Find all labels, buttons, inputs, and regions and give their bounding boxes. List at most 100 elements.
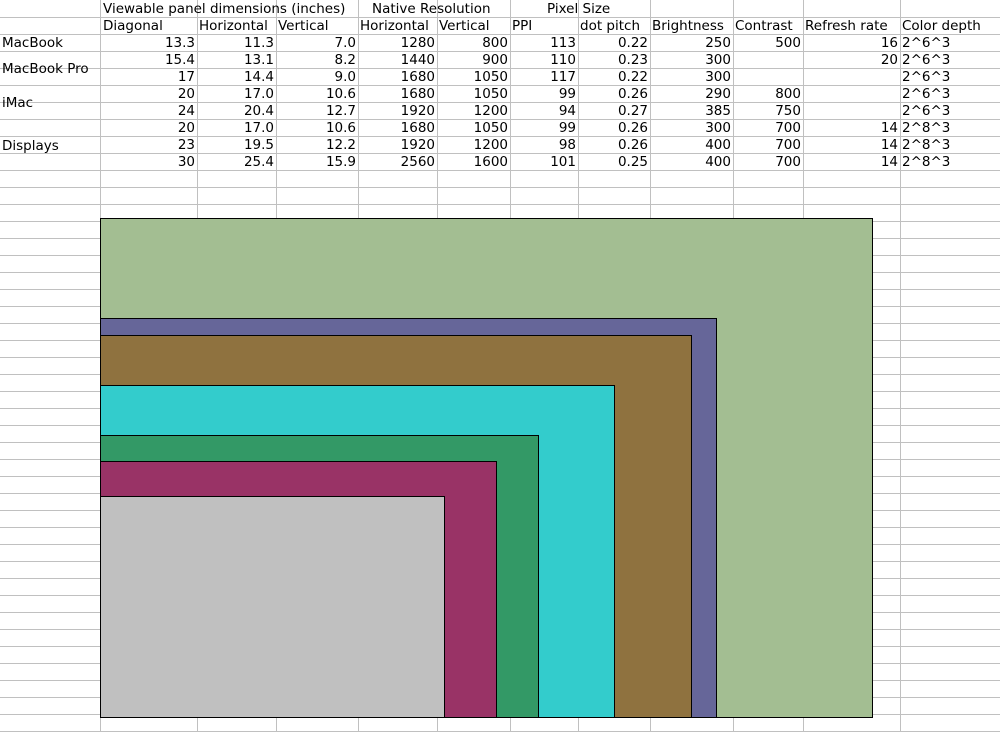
cell-horizontal[interactable]: 17.0 [243, 120, 274, 136]
cell-vertical[interactable]: 8.2 [334, 52, 356, 68]
header-contrast[interactable]: Contrast [735, 18, 793, 34]
cell-horizontal[interactable]: 17.0 [243, 86, 274, 102]
header-res-horizontal[interactable]: Horizontal [360, 18, 429, 34]
cell-ppi[interactable]: 101 [550, 154, 576, 170]
cell-refresh-rate[interactable] [803, 86, 900, 103]
cell-brightness[interactable]: 300 [705, 69, 731, 85]
cell-refresh-rate[interactable]: 14 [880, 154, 898, 170]
cell-ppi[interactable]: 117 [550, 69, 576, 85]
cell-brightness[interactable]: 300 [705, 120, 731, 136]
header-vertical[interactable]: Vertical [278, 18, 329, 34]
cell-color-depth[interactable]: 2^6^3 [902, 52, 951, 68]
cell-contrast[interactable] [733, 69, 803, 86]
header-horizontal[interactable]: Horizontal [199, 18, 268, 34]
cell-vertical[interactable]: 12.2 [325, 137, 356, 153]
cell-res-vertical[interactable]: 1050 [473, 120, 508, 136]
cell-horizontal[interactable]: 20.4 [243, 103, 274, 119]
row-label-displays[interactable]: Displays [2, 138, 59, 154]
cell-brightness[interactable]: 290 [705, 86, 731, 102]
cell-res-horizontal[interactable]: 1440 [400, 52, 435, 68]
cell-vertical[interactable]: 12.7 [325, 103, 356, 119]
cell-dot-pitch[interactable]: 0.26 [617, 137, 648, 153]
cell-diagonal[interactable]: 13.3 [164, 35, 195, 51]
header-diagonal[interactable]: Diagonal [103, 18, 163, 34]
cell-color-depth[interactable]: 2^8^3 [902, 154, 951, 170]
cell-brightness[interactable]: 385 [705, 103, 731, 119]
cell-brightness[interactable]: 250 [705, 35, 731, 51]
cell-dot-pitch[interactable]: 0.23 [617, 52, 648, 68]
cell-refresh-rate[interactable] [803, 103, 900, 120]
cell-contrast[interactable]: 500 [775, 35, 801, 51]
cell-ppi[interactable]: 94 [558, 103, 576, 119]
cell-res-vertical[interactable]: 1600 [473, 154, 508, 170]
row-label-imac[interactable]: iMac [2, 95, 34, 111]
cell-ppi[interactable]: 99 [558, 120, 576, 136]
cell-res-horizontal[interactable]: 1920 [400, 137, 435, 153]
cell-vertical[interactable]: 15.9 [325, 154, 356, 170]
display-rect-13in[interactable] [100, 496, 445, 718]
cell-brightness[interactable]: 400 [705, 137, 731, 153]
cell-horizontal[interactable]: 11.3 [243, 35, 274, 51]
header-native-resolution[interactable]: Native Resolution [372, 1, 491, 17]
cell-refresh-rate[interactable] [803, 69, 900, 86]
cell-diagonal[interactable]: 20 [177, 120, 195, 136]
cell-dot-pitch[interactable]: 0.22 [617, 35, 648, 51]
cell-diagonal[interactable]: 17 [177, 69, 195, 85]
header-color-depth[interactable]: Color depth [902, 18, 981, 34]
cell-horizontal[interactable]: 13.1 [243, 52, 274, 68]
cell-contrast[interactable]: 700 [775, 137, 801, 153]
header-viewable-dimensions[interactable]: Viewable panel dimensions (inches) [103, 1, 346, 17]
cell-res-horizontal[interactable]: 1680 [400, 120, 435, 136]
cell-color-depth[interactable]: 2^6^3 [902, 86, 951, 102]
header-ppi[interactable]: PPI [512, 18, 533, 34]
cell-res-horizontal[interactable]: 1680 [400, 86, 435, 102]
cell-contrast[interactable]: 750 [775, 103, 801, 119]
cell-refresh-rate[interactable]: 14 [880, 137, 898, 153]
cell-ppi[interactable]: 99 [558, 86, 576, 102]
cell-diagonal[interactable]: 15.4 [164, 52, 195, 68]
cell-diagonal[interactable]: 20 [177, 86, 195, 102]
cell-res-horizontal[interactable]: 1920 [400, 103, 435, 119]
cell-res-vertical[interactable]: 1200 [473, 137, 508, 153]
cell-brightness[interactable]: 300 [705, 52, 731, 68]
header-brightness[interactable]: Brightness [652, 18, 724, 34]
cell-contrast[interactable] [733, 52, 803, 69]
header-dot-pitch[interactable]: dot pitch [580, 18, 641, 34]
header-refresh-rate[interactable]: Refresh rate [805, 18, 888, 34]
cell-color-depth[interactable]: 2^6^3 [902, 35, 951, 51]
cell-res-horizontal[interactable]: 1280 [400, 35, 435, 51]
cell-brightness[interactable]: 400 [705, 154, 731, 170]
cell-res-vertical[interactable]: 1200 [473, 103, 508, 119]
cell-vertical[interactable]: 9.0 [334, 69, 356, 85]
cell-contrast[interactable]: 700 [775, 154, 801, 170]
cell-color-depth[interactable]: 2^6^3 [902, 69, 951, 85]
cell-color-depth[interactable]: 2^8^3 [902, 120, 951, 136]
cell-res-vertical[interactable]: 900 [482, 52, 508, 68]
cell-contrast[interactable]: 700 [775, 120, 801, 136]
cell-res-vertical[interactable]: 800 [482, 35, 508, 51]
header-res-vertical[interactable]: Vertical [439, 18, 490, 34]
cell-refresh-rate[interactable]: 14 [880, 120, 898, 136]
cell-res-horizontal[interactable]: 2560 [400, 154, 435, 170]
cell-horizontal[interactable]: 19.5 [243, 137, 274, 153]
cell-dot-pitch[interactable]: 0.27 [617, 103, 648, 119]
cell-ppi[interactable]: 110 [550, 52, 576, 68]
cell-contrast[interactable]: 800 [775, 86, 801, 102]
cell-refresh-rate[interactable]: 16 [880, 35, 898, 51]
row-label-macbook[interactable]: MacBook [2, 35, 63, 51]
cell-ppi[interactable]: 98 [558, 137, 576, 153]
cell-res-vertical[interactable]: 1050 [473, 86, 508, 102]
cell-refresh-rate[interactable]: 20 [880, 52, 898, 68]
cell-horizontal[interactable]: 14.4 [243, 69, 274, 85]
cell-ppi[interactable]: 113 [550, 35, 576, 51]
cell-diagonal[interactable]: 23 [177, 137, 195, 153]
cell-dot-pitch[interactable]: 0.26 [617, 120, 648, 136]
cell-dot-pitch[interactable]: 0.26 [617, 86, 648, 102]
cell-dot-pitch[interactable]: 0.22 [617, 69, 648, 85]
cell-res-horizontal[interactable]: 1680 [400, 69, 435, 85]
cell-diagonal[interactable]: 30 [177, 154, 195, 170]
cell-color-depth[interactable]: 2^6^3 [902, 103, 951, 119]
cell-color-depth[interactable]: 2^8^3 [902, 137, 951, 153]
cell-horizontal[interactable]: 25.4 [243, 154, 274, 170]
cell-dot-pitch[interactable]: 0.25 [617, 154, 648, 170]
